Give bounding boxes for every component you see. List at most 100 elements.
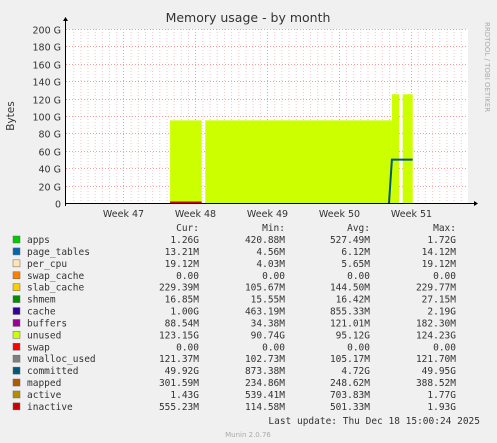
legend-value: 16.85M <box>165 295 200 306</box>
legend-value: 90.74G <box>251 330 286 341</box>
side-label: RRDTOOL / TOBI OETIKER <box>483 22 491 112</box>
legend-value: 873.38M <box>245 366 285 377</box>
legend-value: 0.00 <box>262 271 285 282</box>
legend-value: 4.03M <box>256 259 285 270</box>
legend-name-active: active <box>27 390 62 401</box>
y-tick-label: 120 G <box>32 96 61 107</box>
legend-value: 1.43G <box>170 390 199 401</box>
legend-swatch-unused <box>12 331 21 339</box>
legend-value: 539.41M <box>245 390 285 401</box>
x-tick-label: Week 48 <box>175 209 216 220</box>
legend-value: 121.37M <box>159 354 199 365</box>
legend-value: 0.00 <box>433 342 456 353</box>
y-axis-arrow <box>63 17 68 21</box>
legend-value: 49.95G <box>422 366 457 377</box>
y-tick-label: 140 G <box>32 78 61 89</box>
legend-swatch-mapped <box>12 378 21 387</box>
legend-value: 16.42M <box>336 295 371 306</box>
legend-value: 105.67M <box>245 283 285 294</box>
legend-value: 4.72G <box>341 366 370 377</box>
legend-value: 6.12M <box>341 247 370 258</box>
legend-swatch-cache <box>12 307 21 315</box>
legend-value: 19.12M <box>422 259 457 270</box>
footer-version: Munin 2.0.76 <box>225 431 271 439</box>
legend-header: Cur: <box>176 223 199 234</box>
y-tick-label: 100 G <box>32 113 61 124</box>
legend-swatch-swap_cache <box>12 271 21 280</box>
y-axis-label: Bytes <box>5 101 17 130</box>
legend-swatch-shmem <box>12 295 21 303</box>
legend-value: 1.93G <box>427 402 456 413</box>
legend-value: 49.92G <box>165 366 200 377</box>
legend-value: 144.50M <box>330 283 370 294</box>
series-committed-line <box>388 158 413 204</box>
y-tick-label: 20 G <box>39 183 61 194</box>
legend-name-vmalloc_used: vmalloc_used <box>27 354 96 365</box>
legend-name-apps: apps <box>27 235 50 246</box>
legend-value: 121.70M <box>416 354 456 365</box>
legend-value: 88.54M <box>165 318 200 329</box>
legend-value: 13.21M <box>165 247 200 258</box>
legend-value: 703.83M <box>330 390 370 401</box>
legend-value: 182.30M <box>416 318 456 329</box>
legend-swatch-active <box>12 390 21 399</box>
legend-value: 14.12M <box>422 247 457 258</box>
legend-header: Max: <box>433 223 456 234</box>
legend-value: 19.12M <box>165 259 200 270</box>
legend-name-cache: cache <box>27 307 56 318</box>
legend-value: 248.62M <box>330 378 370 389</box>
legend-value: 501.33M <box>330 402 370 413</box>
legend-value: 555.23M <box>159 402 199 413</box>
legend-name-unused: unused <box>27 330 61 341</box>
legend-name-mapped: mapped <box>27 378 61 389</box>
legend-value: 0.00 <box>262 342 285 353</box>
legend-swatch-committed <box>12 366 21 375</box>
series-unused-area <box>205 120 392 203</box>
legend-value: 2.19G <box>427 307 456 318</box>
legend-swatch-per_cpu <box>12 259 21 268</box>
legend-name-slab_cache: slab_cache <box>27 283 84 294</box>
legend-value: 420.88M <box>245 235 285 246</box>
legend-value: 5.65M <box>341 259 370 270</box>
series-unused-area <box>402 94 413 203</box>
legend-swatch-inactive <box>12 402 21 411</box>
legend-name-committed: committed <box>27 366 78 377</box>
y-tick-label: 80 G <box>39 130 61 141</box>
y-tick-label: 0 <box>55 200 61 211</box>
legend-name-buffers: buffers <box>27 318 67 329</box>
legend-value: 0.00 <box>433 271 456 282</box>
legend-value: 0.00 <box>176 342 199 353</box>
last-update: Last update: Thu Dec 18 15:00:24 2025 <box>268 416 480 427</box>
y-tick-label: 160 G <box>32 61 61 72</box>
legend-value: 229.77M <box>416 283 456 294</box>
legend-value: 95.12G <box>336 330 371 341</box>
legend-swatch-vmalloc_used <box>12 354 21 363</box>
legend-header: Avg: <box>347 223 370 234</box>
legend-value: 4.56M <box>256 247 285 258</box>
legend-value: 27.15M <box>422 295 457 306</box>
legend-name-swap: swap <box>27 342 50 353</box>
legend-value: 123.15G <box>159 330 199 341</box>
legend-value: 301.59M <box>159 378 199 389</box>
legend-swatch-swap <box>12 343 21 351</box>
y-tick-label: 60 G <box>39 148 61 159</box>
legend-value: 229.39M <box>159 283 199 294</box>
legend-swatch-slab_cache <box>12 283 21 291</box>
legend-value: 463.19M <box>245 307 285 318</box>
legend-value: 124.23G <box>416 330 456 341</box>
legend-value: 1.00G <box>170 307 199 318</box>
legend-value: 102.73M <box>245 354 285 365</box>
x-axis-arrow <box>474 201 478 206</box>
legend-value: 34.38M <box>251 318 286 329</box>
legend-value: 1.26G <box>170 235 199 246</box>
x-tick-label: Week 50 <box>319 209 360 220</box>
legend-swatch-apps <box>12 235 21 244</box>
x-tick-label: Week 51 <box>391 209 432 220</box>
legend-value: 234.86M <box>245 378 285 389</box>
legend-value: 121.01M <box>330 318 370 329</box>
legend-name-swap_cache: swap_cache <box>27 271 84 282</box>
chart-title: Memory usage - by month <box>166 10 331 25</box>
legend-name-inactive: inactive <box>27 402 73 413</box>
legend-value: 0.00 <box>347 271 370 282</box>
